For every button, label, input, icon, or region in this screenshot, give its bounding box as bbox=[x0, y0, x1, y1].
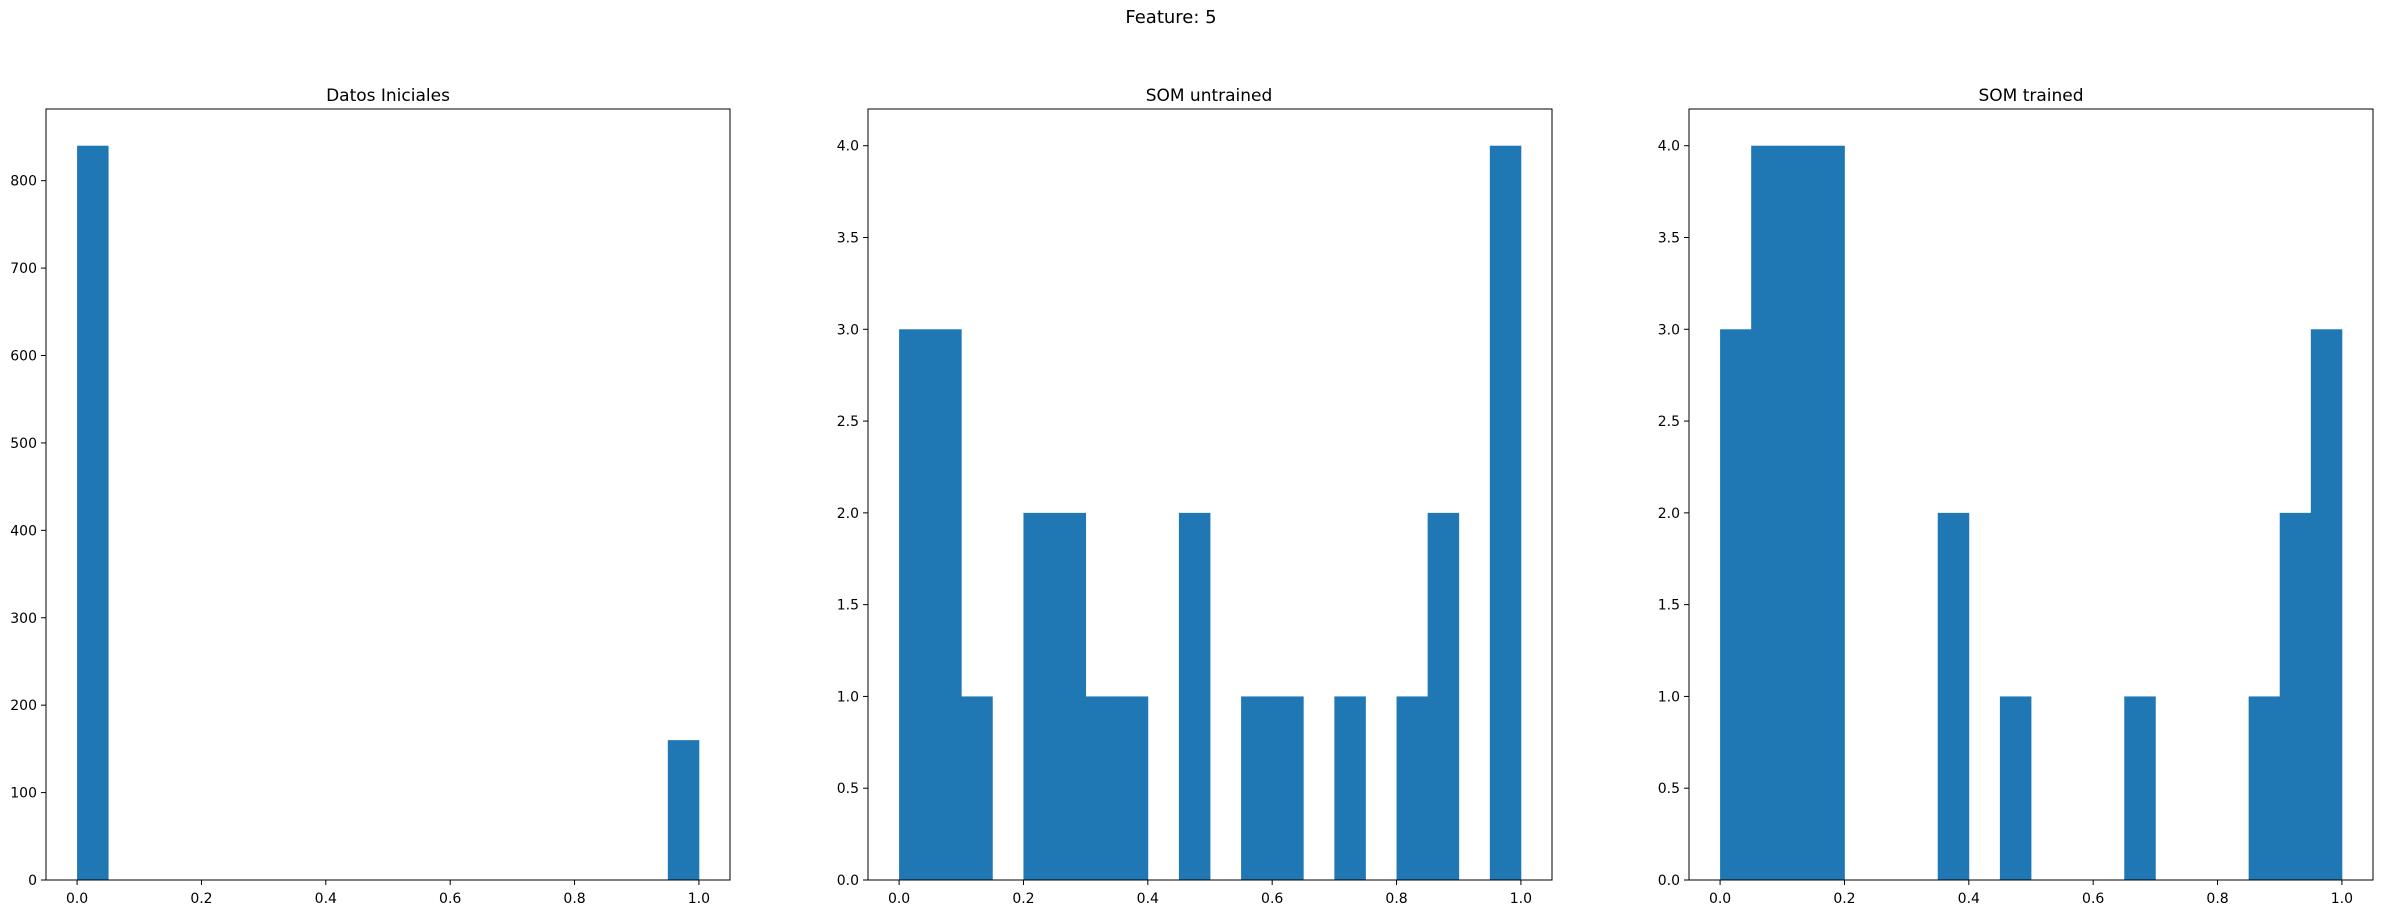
x-tick-label: 0.2 bbox=[1012, 891, 1034, 907]
y-tick-label: 700 bbox=[10, 261, 37, 277]
y-tick-label: 800 bbox=[10, 174, 37, 190]
axes-frame bbox=[45, 108, 731, 881]
histogram-bar bbox=[667, 740, 700, 880]
y-tick-label: 1.5 bbox=[1658, 598, 1680, 614]
y-tick-label: 300 bbox=[10, 611, 37, 627]
y-tick-label: 0.5 bbox=[837, 781, 859, 797]
y-tick-label: 600 bbox=[10, 349, 37, 365]
x-tick-label: 0.6 bbox=[1261, 891, 1283, 907]
histogram-bar bbox=[1937, 512, 1970, 880]
histogram-bar bbox=[1782, 145, 1814, 880]
histogram-bar bbox=[1023, 512, 1055, 880]
x-tick-label: 0.6 bbox=[2082, 891, 2104, 907]
y-tick-label: 3.5 bbox=[837, 231, 859, 247]
x-tick-label: 0.0 bbox=[888, 891, 910, 907]
axes-frame bbox=[1688, 108, 2374, 881]
y-tick-label: 2.5 bbox=[837, 414, 859, 430]
histogram-bar bbox=[1489, 145, 1522, 880]
histogram-bar bbox=[1116, 696, 1149, 880]
y-tick-label: 1.0 bbox=[1658, 689, 1680, 705]
y-tick-label: 0.5 bbox=[1658, 781, 1680, 797]
histogram-bar bbox=[1241, 696, 1273, 880]
histogram-bar bbox=[899, 329, 931, 880]
chart-title: Datos Iniciales bbox=[326, 86, 450, 106]
y-tick-label: 3.5 bbox=[1658, 231, 1680, 247]
x-tick-label: 1.0 bbox=[1510, 891, 1532, 907]
y-tick-label: 2.0 bbox=[837, 506, 859, 522]
histogram-bar bbox=[1813, 145, 1845, 880]
x-tick-label: 0.2 bbox=[1833, 891, 1855, 907]
x-tick-label: 0.2 bbox=[190, 891, 212, 907]
histogram-bar bbox=[1178, 512, 1211, 880]
y-tick-label: 2.0 bbox=[1658, 506, 1680, 522]
x-tick-label: 0.0 bbox=[1709, 891, 1731, 907]
histogram-bar bbox=[1054, 512, 1087, 880]
y-tick-label: 1.0 bbox=[837, 689, 859, 705]
histogram-bar bbox=[2279, 512, 2312, 880]
y-tick-label: 3.0 bbox=[837, 322, 859, 338]
x-tick-label: 0.0 bbox=[66, 891, 88, 907]
histogram-bar bbox=[1334, 696, 1366, 880]
x-tick-label: 0.4 bbox=[1137, 891, 1159, 907]
histogram-bar bbox=[2310, 329, 2343, 880]
chart-som-untrained: SOM untrained 0.0 0.2 0.4 0.6 0.8 1.0 0.0 0.5 1.… bbox=[837, 86, 1553, 907]
x-tick-label: 0.8 bbox=[2206, 891, 2228, 907]
y-tick-label: 1.5 bbox=[837, 598, 859, 614]
y-tick-label: 0 bbox=[28, 873, 37, 889]
histogram-bar bbox=[2248, 696, 2281, 880]
axes-frame bbox=[867, 108, 1553, 881]
histogram-bar bbox=[1085, 696, 1118, 880]
y-tick-label: 4.0 bbox=[837, 139, 859, 155]
y-tick-label: 4.0 bbox=[1658, 139, 1680, 155]
histogram-bar bbox=[1272, 696, 1304, 880]
x-tick-label: 0.8 bbox=[563, 891, 585, 907]
histogram-bar bbox=[930, 329, 962, 880]
y-tick-label: 3.0 bbox=[1658, 322, 1680, 338]
y-tick-label: 100 bbox=[10, 786, 37, 802]
chart-title: SOM untrained bbox=[1146, 86, 1273, 106]
y-tick-label: 0.0 bbox=[1658, 873, 1680, 889]
y-tick-label: 0.0 bbox=[837, 873, 859, 889]
histogram-bar bbox=[1999, 696, 2032, 880]
x-tick-label: 0.8 bbox=[1385, 891, 1407, 907]
histogram-bar bbox=[77, 145, 109, 880]
y-tick-label: 500 bbox=[10, 436, 37, 452]
x-tick-label: 0.4 bbox=[1958, 891, 1980, 907]
x-tick-label: 1.0 bbox=[688, 891, 710, 907]
chart-datos-iniciales: Datos Iniciales 0.0 0.2 0.4 0.6 0.8 1.0 0 100 20… bbox=[10, 86, 731, 907]
y-tick-label: 2.5 bbox=[1658, 414, 1680, 430]
histogram-bar bbox=[1427, 512, 1460, 880]
histogram-bar bbox=[2124, 696, 2156, 880]
chart-title: SOM trained bbox=[1978, 86, 2083, 106]
histogram-bar bbox=[1396, 696, 1429, 880]
chart-som-trained: SOM trained 0.0 0.2 0.4 0.6 0.8 1.0 0.0 0.5 1.0 1… bbox=[1658, 86, 2374, 907]
x-tick-label: 0.6 bbox=[439, 891, 461, 907]
histogram-bar bbox=[1720, 329, 1752, 880]
y-tick-label: 200 bbox=[10, 698, 37, 714]
figure-suptitle: Feature: 5 bbox=[1125, 7, 1216, 28]
x-tick-label: 1.0 bbox=[2331, 891, 2353, 907]
histogram-bar bbox=[961, 696, 993, 880]
x-tick-label: 0.4 bbox=[315, 891, 337, 907]
histogram-bar bbox=[1751, 145, 1783, 880]
y-tick-label: 400 bbox=[10, 523, 37, 539]
